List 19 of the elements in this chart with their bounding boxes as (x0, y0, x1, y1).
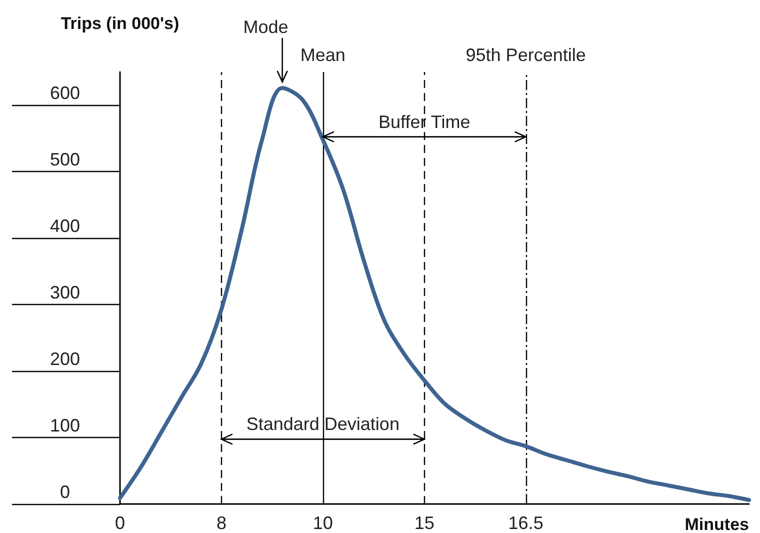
x-tick-label: 16.5 (508, 513, 544, 533)
y-tick-label: 600 (50, 83, 80, 104)
x-tick-label: 15 (414, 513, 434, 533)
x-axis-title: Minutes (684, 515, 749, 533)
ref-line-label: Mean (300, 45, 346, 65)
x-tick-label: 10 (312, 513, 333, 533)
y-tick-label: 200 (50, 349, 80, 370)
x-tick-label: 0 (114, 513, 126, 533)
y-tick-label: 400 (50, 216, 80, 236)
x-tick-label: 8 (216, 513, 226, 533)
ref-line-label: 95th Percentile (466, 45, 586, 65)
y-tick-label: 0 (60, 482, 70, 502)
annotation: Standard Deviation (246, 414, 400, 434)
text: Mode (243, 17, 288, 37)
y-tick-label: 500 (50, 150, 80, 170)
y-axis-title: Trips (in 000's) (60, 14, 180, 33)
y-tick-label: 100 (50, 416, 80, 436)
y-tick-label: 300 (50, 282, 80, 303)
annotation: Buffer Time (378, 112, 470, 132)
